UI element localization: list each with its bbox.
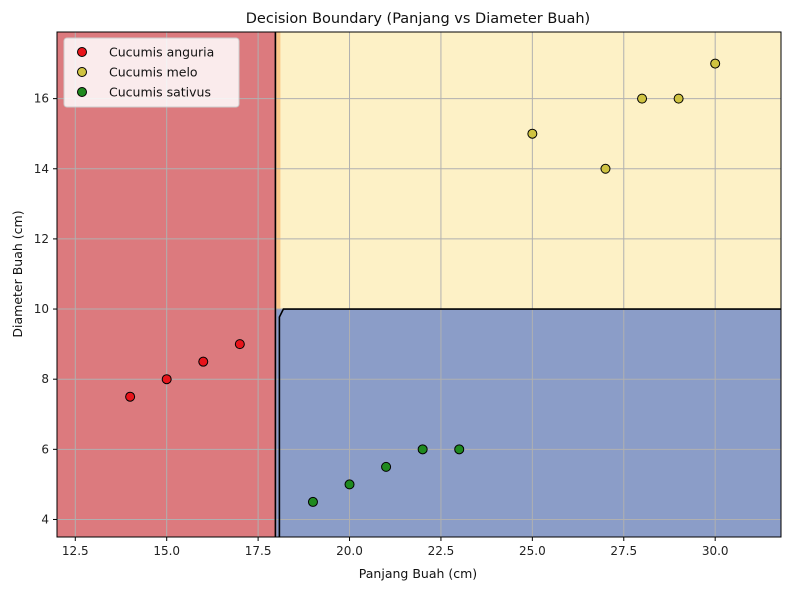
y-tick-label: 6	[41, 442, 49, 456]
plot-area: 12.5 15.0 17.5 20.0 22.5 25.0 27.5 30.0 4 6 8 10 12 1…	[34, 31, 782, 558]
data-point-cucumis-anguria	[125, 391, 136, 402]
data-point-cucumis-anguria	[198, 356, 209, 367]
data-point-cucumis-melo	[527, 128, 538, 139]
y-tick-label: 10	[34, 302, 49, 316]
data-point-cucumis-melo	[600, 163, 611, 174]
legend-entry-label: Cucumis sativus	[109, 85, 211, 100]
legend-marker	[77, 87, 87, 97]
data-point-cucumis-anguria	[161, 374, 172, 385]
data-point-cucumis-sativus	[417, 444, 428, 455]
boundary-transition-strip	[276, 32, 281, 310]
axes-frame	[56, 31, 782, 538]
x-tick-label: 30.0	[702, 544, 729, 558]
y-axis-label: Diameter Buah (cm)	[10, 210, 25, 337]
x-tick-label: 12.5	[62, 544, 89, 558]
legend-box	[63, 37, 240, 108]
x-axis-label: Panjang Buah (cm)	[359, 566, 477, 581]
legend-marker	[77, 67, 87, 77]
y-tick-label: 4	[41, 512, 49, 526]
x-tick-label: 15.0	[153, 544, 180, 558]
decision-region-cucumis-melo	[276, 32, 781, 310]
legend-entry-label: Cucumis melo	[109, 65, 198, 80]
data-point-cucumis-sativus	[307, 496, 318, 507]
y-tick-label: 12	[34, 232, 49, 246]
x-tick-label: 20.0	[336, 544, 363, 558]
x-tick-label: 22.5	[428, 544, 455, 558]
data-point-cucumis-melo	[637, 93, 648, 104]
chart-title: Decision Boundary (Panjang vs Diameter B…	[246, 11, 590, 27]
legend: Cucumis anguria Cucumis melo Cucumis sativ…	[63, 37, 240, 108]
data-point-cucumis-sativus	[381, 461, 392, 472]
legend-entry-label: Cucumis anguria	[109, 45, 214, 60]
y-tick-label: 16	[34, 92, 49, 106]
y-tick-label: 14	[34, 162, 49, 176]
data-point-cucumis-melo	[673, 93, 684, 104]
boundary-line-melo-sativus	[278, 308, 781, 537]
y-tick-label: 8	[41, 372, 49, 386]
x-tick-label: 27.5	[610, 544, 637, 558]
x-tick-label: 25.0	[519, 544, 546, 558]
data-point-cucumis-sativus	[344, 479, 355, 490]
data-point-cucumis-sativus	[454, 444, 465, 455]
data-point-cucumis-anguria	[234, 339, 245, 350]
decision-region-cucumis-sativus	[276, 309, 781, 537]
legend-marker	[77, 47, 87, 57]
x-tick-label: 17.5	[245, 544, 272, 558]
data-point-cucumis-melo	[710, 58, 721, 69]
plot-content	[57, 32, 781, 537]
